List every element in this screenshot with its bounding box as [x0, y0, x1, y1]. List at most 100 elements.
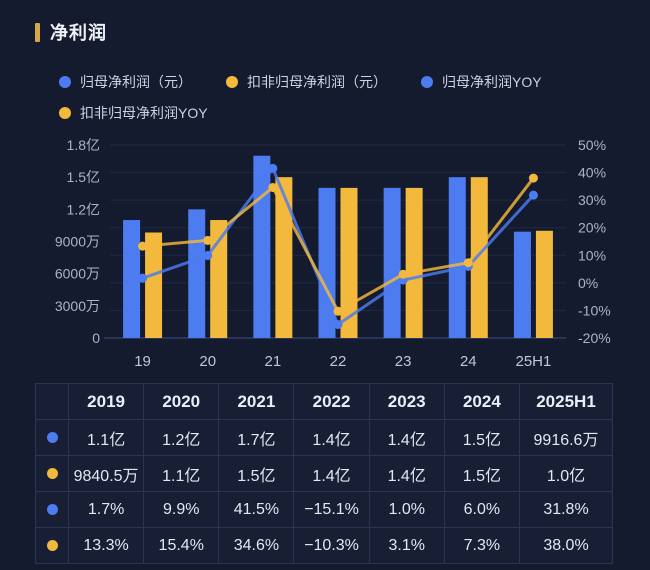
- bar-deducted-net-profit[interactable]: [145, 232, 163, 338]
- line-point[interactable]: [528, 190, 538, 200]
- left-axis-tick: 6000万: [55, 266, 100, 282]
- table-header-row: 2019 2020 2021 2022 2023 2024 2025H1: [35, 383, 613, 420]
- table-cell: 1.4亿: [293, 419, 370, 456]
- table-cell: 1.5亿: [218, 455, 295, 492]
- table-cell: 41.5%: [218, 491, 295, 528]
- legend-dot-icon: [59, 76, 71, 88]
- table-cell: 34.6%: [218, 527, 295, 564]
- table-cell: 1.4亿: [368, 455, 445, 492]
- legend-label: 扣非归母净利润YOY: [80, 105, 208, 121]
- legend-dot-icon: [226, 76, 238, 88]
- left-axis-tick: 0: [92, 330, 100, 346]
- legend-label: 归母净利润（元）: [80, 74, 192, 90]
- x-axis-label: 24: [460, 353, 477, 370]
- line-point[interactable]: [528, 173, 538, 183]
- line-point[interactable]: [138, 241, 148, 251]
- series-dot-icon: [46, 467, 58, 479]
- legend-label: 扣非归母净利润（元）: [247, 74, 387, 90]
- bar-net-profit[interactable]: [383, 187, 401, 338]
- line-point[interactable]: [398, 269, 408, 279]
- right-axis-tick: 10%: [578, 247, 606, 263]
- bar-deducted-net-profit[interactable]: [210, 220, 228, 338]
- legend-item[interactable]: 归母净利润YOY: [421, 72, 542, 92]
- chart-canvas: -20% -10% 0% 10% 20% 30% 40% 50% 0 3000万 6000万 9000…: [55, 137, 611, 370]
- table-header-cell: 2021: [218, 383, 295, 420]
- table-cell: 3.1%: [368, 527, 445, 564]
- line-point[interactable]: [333, 319, 343, 329]
- right-axis-tick: -10%: [578, 302, 611, 318]
- line-point[interactable]: [138, 273, 148, 283]
- x-axis-label: 21: [265, 353, 282, 370]
- right-axis-tick: 50%: [578, 137, 606, 153]
- table-header-cell: 2024: [443, 383, 521, 420]
- table-cell: −10.3%: [293, 527, 370, 564]
- line-point[interactable]: [268, 163, 278, 173]
- table-header-cell: 2022: [293, 383, 370, 420]
- right-axis-tick: 30%: [578, 192, 606, 208]
- legend-item[interactable]: 归母净利润（元）: [59, 72, 192, 92]
- table-cell: 31.8%: [519, 491, 613, 528]
- table-header-cell: [35, 383, 69, 420]
- line-point[interactable]: [333, 306, 343, 316]
- bar-deducted-net-profit[interactable]: [340, 187, 358, 338]
- legend-label: 归母净利润YOY: [442, 74, 542, 90]
- series-dot-icon: [46, 539, 58, 551]
- table-cell: 9840.5万: [67, 455, 145, 492]
- x-axis-label: 22: [330, 353, 347, 370]
- table-cell: 38.0%: [519, 527, 613, 564]
- table-header-cell: 2023: [368, 383, 445, 420]
- bar-net-profit[interactable]: [513, 231, 531, 338]
- x-axis-label: 23: [395, 353, 412, 370]
- table-row: 1.7% 9.9% 41.5% −15.1% 1.0% 6.0% 31.8%: [35, 491, 613, 528]
- table-cell: 1.7亿: [218, 419, 295, 456]
- legend-item[interactable]: 扣非归母净利润（元）: [226, 72, 387, 92]
- right-axis-tick: 20%: [578, 220, 606, 236]
- bar-deducted-net-profit[interactable]: [470, 177, 488, 338]
- table-cell: 1.4亿: [368, 419, 445, 456]
- x-axis-label: 19: [134, 353, 151, 370]
- left-axis-tick: 1.2亿: [67, 201, 100, 217]
- legend-item[interactable]: 扣非归母净利润YOY: [59, 103, 208, 123]
- chart-legend: 归母净利润（元） 扣非归母净利润（元） 归母净利润YOY 扣非归母净利润YOY: [59, 71, 619, 133]
- table-cell: 13.3%: [67, 527, 145, 564]
- title-marker-icon: [35, 22, 40, 42]
- bar-deducted-net-profit[interactable]: [535, 230, 553, 338]
- table-cell: 6.0%: [443, 491, 521, 528]
- left-axis-tick: 9000万: [55, 234, 100, 250]
- bar-deducted-net-profit[interactable]: [405, 187, 423, 338]
- table-header-cell: 2025H1: [519, 383, 613, 420]
- table-row: 13.3% 15.4% 34.6% −10.3% 3.1% 7.3% 38.0%: [35, 527, 613, 564]
- line-point[interactable]: [203, 251, 213, 261]
- right-axis-tick: -20%: [578, 330, 611, 346]
- series-dot-cell: [35, 527, 69, 564]
- line-point[interactable]: [268, 182, 278, 192]
- left-axis-tick: 1.5亿: [67, 169, 100, 185]
- legend-dot-icon: [421, 76, 433, 88]
- x-axis-label: 20: [199, 353, 216, 370]
- series-dot-cell: [35, 419, 69, 456]
- bar-net-profit[interactable]: [123, 220, 141, 338]
- page-title: 净利润: [50, 23, 107, 43]
- left-axis-tick: 3000万: [55, 298, 100, 314]
- summary-table: 2019 2020 2021 2022 2023 2024 2025H1 1.1亿 1.2亿 1.…: [35, 383, 613, 564]
- bar-net-profit[interactable]: [448, 177, 466, 338]
- table-cell: 1.5亿: [443, 455, 521, 492]
- bar-deducted-net-profit[interactable]: [275, 177, 293, 338]
- table-cell: 1.1亿: [67, 419, 145, 456]
- legend-row-1: 归母净利润（元） 扣非归母净利润（元） 归母净利润YOY: [59, 71, 619, 93]
- series-dot-icon: [46, 431, 58, 443]
- chart-area: -20% -10% 0% 10% 20% 30% 40% 50% 0 3000万 6000万 9000…: [0, 133, 650, 378]
- series-dot-cell: [35, 491, 69, 528]
- bar-net-profit[interactable]: [188, 209, 206, 338]
- legend-row-2: 扣非归母净利润YOY: [59, 102, 619, 124]
- line-point[interactable]: [203, 235, 213, 245]
- table-cell: 1.7%: [67, 491, 145, 528]
- table-cell: 1.2亿: [143, 419, 220, 456]
- table-cell: 1.1亿: [143, 455, 220, 492]
- line-point[interactable]: [463, 258, 473, 268]
- table-cell: 1.4亿: [293, 455, 370, 492]
- table-row: 1.1亿 1.2亿 1.7亿 1.4亿 1.4亿 1.5亿 9916.6万: [35, 419, 613, 456]
- section-header: 净利润: [35, 19, 107, 45]
- right-axis-tick: 40%: [578, 165, 606, 181]
